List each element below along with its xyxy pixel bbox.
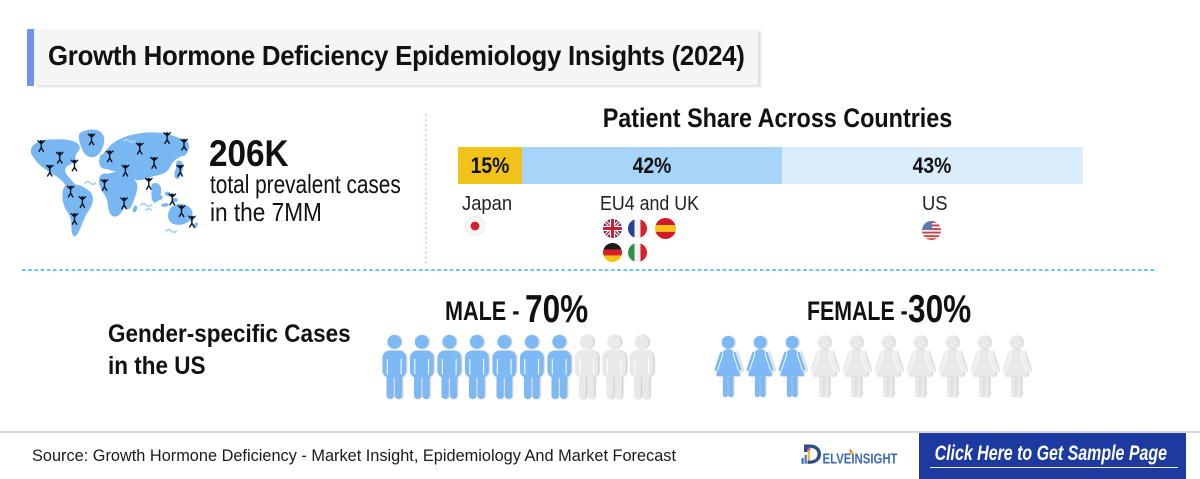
svg-text:ELVEINSIGHT: ELVEINSIGHT bbox=[823, 452, 898, 468]
